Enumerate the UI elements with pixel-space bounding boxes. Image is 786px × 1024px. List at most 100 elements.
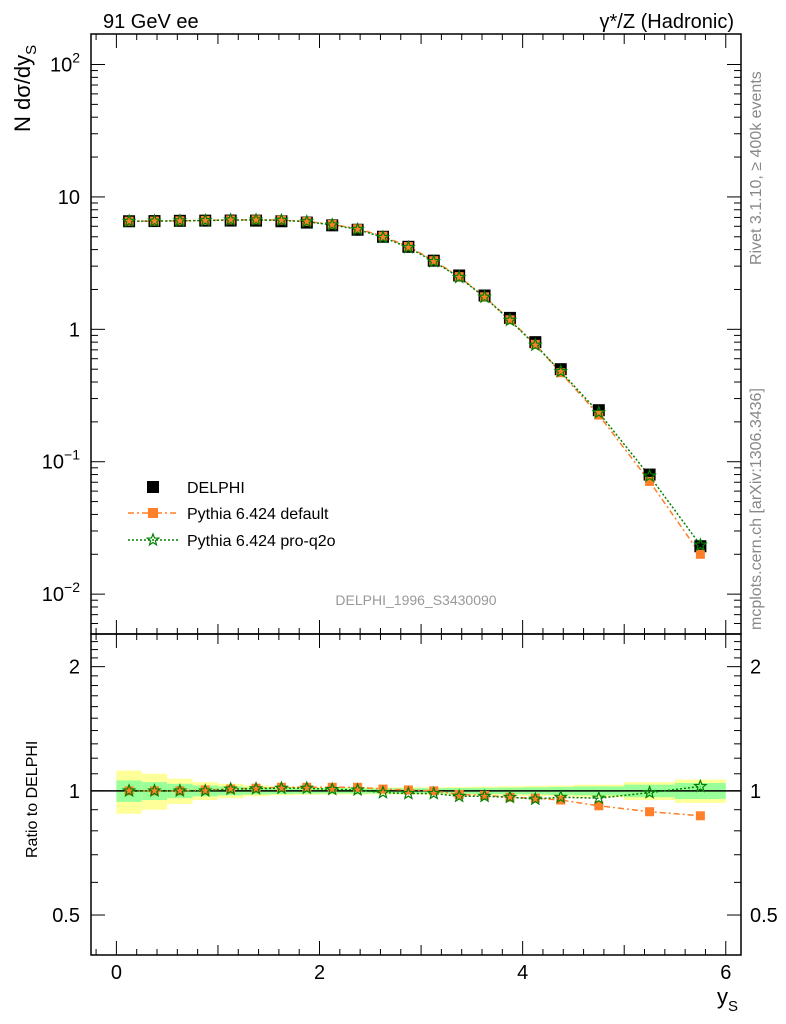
upper-mc1-point <box>505 315 515 325</box>
upper-y-tick-label: 10−1 <box>42 447 80 474</box>
upper-mc1-point <box>378 231 388 241</box>
upper-mc2-point <box>375 229 391 244</box>
upper-mc2-point <box>477 289 492 304</box>
legend: DELPHI Pythia 6.424 default Pythia 6.424… <box>128 480 336 550</box>
upper-y-tick-label: 10 <box>58 187 80 209</box>
upper-mc1-point <box>403 242 413 252</box>
x-tick-label: 6 <box>720 962 731 984</box>
upper-mc2-point <box>693 537 708 552</box>
upper-mc2-point <box>299 213 315 228</box>
ratio-mc2-point <box>350 782 365 797</box>
upper-mc1-point <box>124 216 134 226</box>
lower-y-tick-label-left: 2 <box>69 657 80 679</box>
analysis-tag: DELPHI_1996_S3430090 <box>335 592 496 608</box>
ratio-mc2-point <box>553 789 569 804</box>
upper-mc2-point <box>121 213 137 228</box>
upper-mc1-point <box>353 224 363 234</box>
upper-mc1-point <box>695 549 705 559</box>
upper-mc2-point <box>451 269 467 284</box>
upper-y-axis-label: N dσ/dyS <box>10 45 40 132</box>
ratio-mc1-point <box>251 783 261 793</box>
upper-mc1-point <box>251 215 261 225</box>
ratio-mc2-point <box>324 781 340 796</box>
ratio-mc2-point <box>642 784 657 799</box>
lower-y-axis-label: Ratio to DELPHI <box>24 741 41 858</box>
legend-mc1-marker <box>148 508 158 518</box>
ratio-mc2-point <box>172 783 188 798</box>
upper-mc2-point <box>591 404 607 419</box>
upper-mc2-point <box>274 212 289 227</box>
upper-mc1-point <box>149 216 159 226</box>
ratio-mc1-point <box>226 784 236 794</box>
legend-data-label: DELPHI <box>187 480 245 497</box>
upper-mc1-point <box>276 215 286 225</box>
upper-mc2-point <box>502 312 518 327</box>
upper-y-tick-label: 10−2 <box>42 579 80 606</box>
ratio-mc2-point <box>197 783 213 798</box>
ratio-mc1-point <box>480 790 490 800</box>
x-tick-label: 2 <box>314 962 325 984</box>
upper-mc2-point <box>172 213 188 228</box>
legend-mc2-label: Pythia 6.424 pro-q2o <box>187 533 336 550</box>
lower-y-tick-label-right: 0.5 <box>750 905 778 927</box>
ratio-mc1-point <box>594 801 604 811</box>
upper-mc2-point <box>223 212 238 227</box>
ratio-mc1-point <box>695 811 705 821</box>
header-left-label: 91 GeV ee <box>103 11 199 33</box>
upper-mc1-point <box>645 476 655 486</box>
upper-mc1-point <box>327 219 337 229</box>
lower-y-tick-label-left: 0.5 <box>52 905 80 927</box>
ratio-mc1-point <box>124 786 134 796</box>
ratio-mc2-point <box>591 790 607 805</box>
upper-mc2-point <box>147 213 162 228</box>
upper-mc2-line <box>129 219 701 546</box>
ratio-mc1-point <box>175 786 185 796</box>
upper-mc1-point <box>454 272 464 282</box>
legend-mc2-marker <box>145 532 161 547</box>
upper-mc2-point <box>248 212 264 227</box>
upper-mc1-point <box>302 217 312 227</box>
ratio-mc2-point <box>693 778 708 793</box>
ratio-mc2-point <box>502 789 518 804</box>
mcplots-label: mcplots.cern.ch [arXiv:1306.3436] <box>748 388 765 630</box>
ratio-mc1-point <box>454 789 464 799</box>
legend-data-marker <box>147 481 159 493</box>
rivet-version-label: Rivet 3.1.10, ≥ 400k events <box>748 71 765 265</box>
upper-y-tick-label: 102 <box>50 50 80 77</box>
ratio-mc2-point <box>401 785 416 800</box>
ratio-mc2-point <box>528 791 543 806</box>
ratio-mc1-point <box>530 793 540 803</box>
upper-mc2-point <box>197 212 213 227</box>
upper-mc2-point <box>553 363 569 378</box>
lower-y-tick-label-right: 1 <box>750 781 761 803</box>
ratio-mc1-point <box>327 782 337 792</box>
upper-mc2-point <box>401 239 416 254</box>
ratio-mc1-point <box>276 782 286 792</box>
ratio-mc2-point <box>375 784 391 799</box>
upper-mc1-point <box>429 256 439 266</box>
ratio-mc1-point <box>505 792 515 802</box>
ratio-mc2-line <box>129 785 701 800</box>
ratio-mc2-point <box>299 780 315 795</box>
ratio-mc1-point <box>429 786 439 796</box>
upper-y-tick-label: 1 <box>69 319 80 341</box>
lower-plot-area <box>91 778 741 821</box>
upper-mc1-point <box>200 215 210 225</box>
upper-mc2-point <box>528 337 543 352</box>
lower-frame <box>90 633 742 956</box>
upper-mc1-point <box>530 339 540 349</box>
axes: 0 2 4 6 10−2 10−1 1 10 102 0.5 0.5 1 1 2 2 <box>42 33 778 984</box>
lower-y-tick-label-right: 2 <box>750 657 761 679</box>
legend-mc1-label: Pythia 6.424 default <box>187 506 329 523</box>
ratio-mc2-point <box>274 780 289 795</box>
x-axis-label: yS <box>717 984 738 1015</box>
ratio-mc1-point <box>645 807 655 817</box>
ratio-mc1-point <box>353 782 363 792</box>
x-tick-label: 4 <box>517 962 528 984</box>
upper-mc1-point <box>556 368 566 378</box>
ratio-mc2-point <box>451 788 467 803</box>
ratio-mc2-point <box>121 783 137 798</box>
upper-plot-area <box>121 212 708 559</box>
ratio-mc2-point <box>147 783 162 798</box>
ratio-mc2-point <box>477 788 492 803</box>
